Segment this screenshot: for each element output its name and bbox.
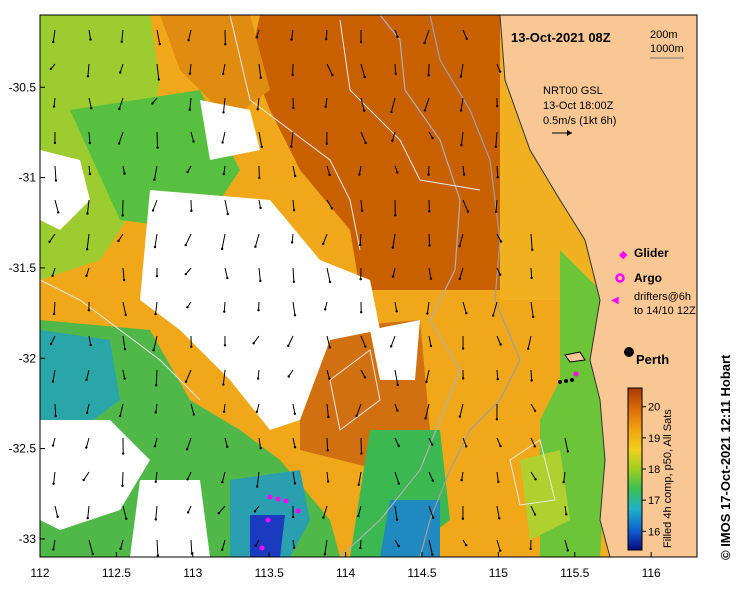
drifter-icon: ◀ bbox=[611, 295, 619, 306]
drifter-track bbox=[558, 378, 574, 384]
perth-marker bbox=[624, 347, 634, 357]
colorbar-tick-label: 19 bbox=[648, 433, 660, 445]
colorbar-ticks: 20 19 18 17 16 bbox=[642, 402, 660, 538]
glider-icon: ◆ bbox=[619, 249, 628, 261]
colorbar-tick-label: 18 bbox=[648, 464, 660, 476]
colorbar-caption: Filled 4h comp, p50, All Sats bbox=[662, 409, 674, 548]
scale-label-1000m: 1000m bbox=[650, 43, 684, 55]
x-axis: 112 112.5 113 113.5 114 114.5 115 115.5 116 bbox=[30, 552, 661, 580]
land-mass bbox=[500, 15, 697, 557]
legend-argo: Argo bbox=[634, 271, 662, 285]
x-tick-label: 115.5 bbox=[560, 566, 589, 580]
y-tick-label: -33 bbox=[19, 532, 37, 546]
x-tick-label: 112 bbox=[30, 566, 49, 580]
current-scale: 0.5m/s (1kt 6h) bbox=[543, 115, 616, 127]
x-tick-label: 115 bbox=[489, 566, 508, 580]
legend-drifters-1: drifters@6h bbox=[634, 291, 691, 303]
y-tick-label: -30.5 bbox=[9, 80, 37, 94]
city-label: Perth bbox=[636, 352, 669, 367]
y-tick-label: -31 bbox=[19, 171, 37, 185]
x-tick-label: 114.5 bbox=[407, 566, 436, 580]
scale-label-200m: 200m bbox=[650, 29, 678, 41]
scale-arrow bbox=[552, 130, 572, 136]
current-source: NRT00 GSL bbox=[543, 85, 603, 97]
map-title: 13-Oct-2021 08Z bbox=[511, 30, 611, 45]
current-vectors bbox=[48, 29, 570, 557]
y-tick-label: -31.5 bbox=[9, 261, 37, 275]
argo-icon bbox=[615, 273, 625, 283]
current-time: 13-Oct 18:00Z bbox=[543, 100, 614, 112]
argo-cluster bbox=[259, 371, 579, 551]
y-axis: -30.5 -31 -31.5 -32 -32.5 -33 bbox=[9, 80, 45, 546]
y-tick-label: -32.5 bbox=[9, 442, 37, 456]
y-tick-label: -32 bbox=[19, 351, 37, 365]
credit-text: © IMOS 17-Oct-2021 12:11 Hobart bbox=[718, 354, 733, 560]
x-tick-label: 112.5 bbox=[102, 566, 131, 580]
colorbar bbox=[627, 387, 643, 551]
colorbar-tick-label: 16 bbox=[648, 526, 660, 538]
x-tick-label: 113.5 bbox=[255, 566, 284, 580]
legend: ◆ Glider Argo ◀ drifters@6h to 14/10 12Z bbox=[611, 246, 696, 317]
colorbar-tick-label: 20 bbox=[648, 402, 660, 414]
legend-drifters-2: to 14/10 12Z bbox=[634, 305, 696, 317]
plot-frame bbox=[39, 14, 698, 558]
x-tick-label: 114 bbox=[336, 566, 355, 580]
sst-field bbox=[40, 15, 697, 557]
x-tick-label: 113 bbox=[183, 566, 202, 580]
x-tick-label: 116 bbox=[642, 566, 661, 580]
legend-glider: Glider bbox=[634, 246, 669, 260]
colorbar-tick-label: 17 bbox=[648, 495, 660, 507]
